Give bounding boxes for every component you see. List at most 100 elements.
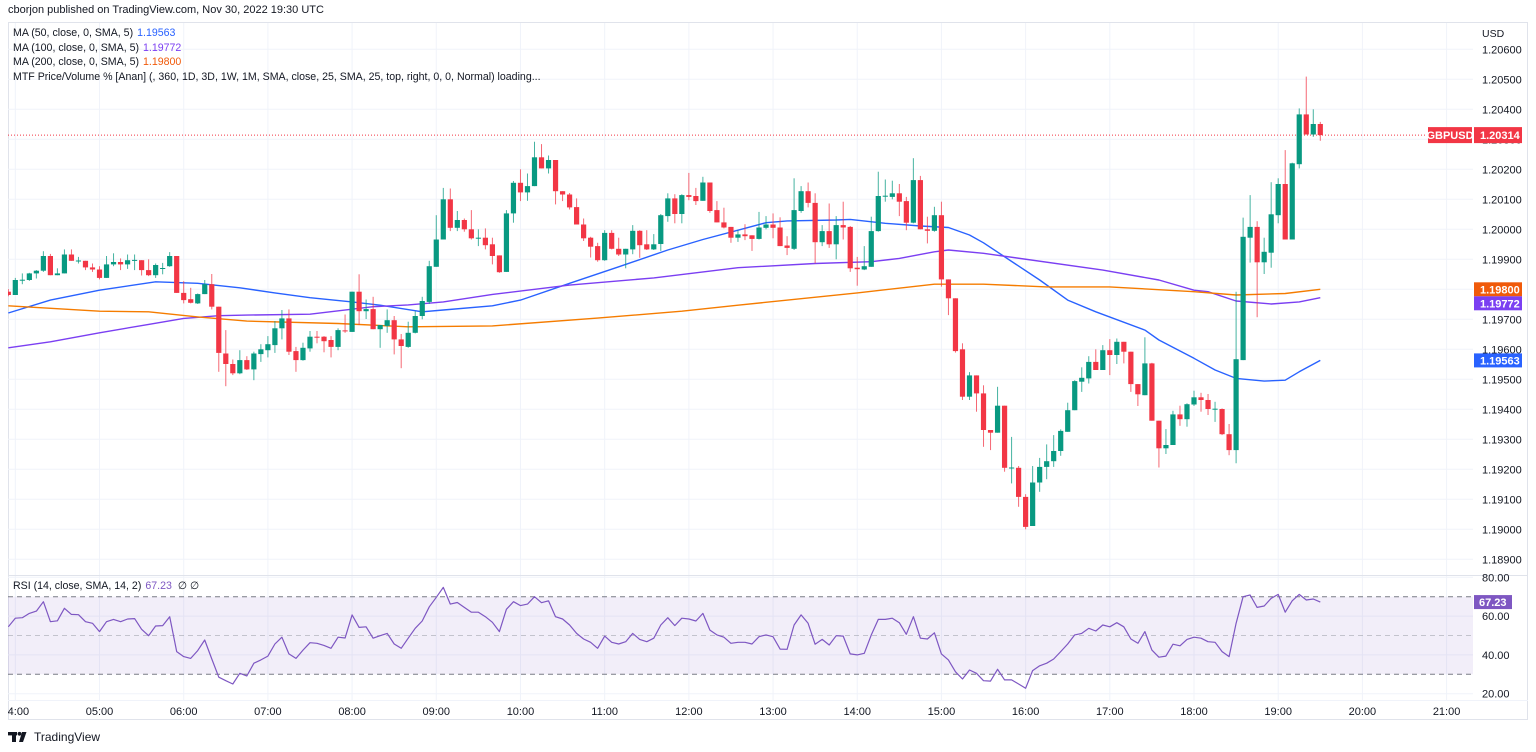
candle-body [1163,445,1169,449]
candle-up [503,210,510,272]
rsi-legend[interactable]: RSI (14, close, SMA, 14, 2) 67.23 ∅ ∅ [13,580,199,592]
candle-body [749,235,755,239]
candle-body [1121,341,1127,352]
candle-body [637,230,643,246]
time-tick-label: 04:00 [2,706,30,718]
candle-up [131,254,138,271]
candle-down [47,253,53,276]
candle-body [202,284,208,295]
candle-up [1086,356,1092,384]
rsi-tick-label: 60.00 [1482,611,1510,623]
candle-body [398,339,404,346]
candle-down [980,385,987,447]
candle-body [987,430,994,433]
candle-up [651,234,657,250]
candle-up [1030,466,1036,526]
legend-ma200[interactable]: MA (200, close, 0, SMA, 5) 1.19800 [13,55,541,70]
candle-body [1079,377,1085,382]
candle-up [763,216,769,230]
candle-down [89,263,96,272]
time-tick-label: 09:00 [423,706,451,718]
legend-mtf[interactable]: MTF Price/Volume % [Anan] (, 360, 1D, 3D… [13,70,541,85]
candle-down [482,228,488,250]
candle-down [209,274,215,310]
time-tick-label: 17:00 [1096,706,1124,718]
price-axis-currency: USD [1482,28,1505,40]
indicator-legend: MA (50, close, 0, SMA, 5) 1.19563 MA (100… [13,26,541,84]
legend-ma100[interactable]: MA (100, close, 0, SMA, 5) 1.19772 [13,41,541,56]
candle-body [265,344,271,351]
candle-down [945,279,952,316]
legend-ma50[interactable]: MA (50, close, 0, SMA, 5) 1.19563 [13,26,541,41]
candle-body [945,279,952,299]
candle-up [1310,109,1316,137]
rsi-tick-label: 20.00 [1482,689,1510,701]
candle-body [693,196,699,202]
candle-up [1247,195,1253,263]
candle-down [812,193,818,264]
candle-down [1226,424,1232,456]
candle-body [931,215,938,231]
candle-body [447,199,453,228]
candle-body [307,336,313,349]
price-tick-label: 1.19700 [1482,314,1522,326]
price-axis[interactable]: USD1.206001.205001.204001.203001.202001.… [1482,28,1522,566]
tradingview-branding[interactable]: TradingView [8,729,100,745]
ma100-badge-value: 1.19772 [1480,298,1520,310]
ma100-badge-bg [1474,296,1522,311]
candle-body [216,306,222,353]
candle-body [363,309,369,312]
candle-down [1121,341,1127,364]
candle-up [384,309,390,333]
candle-body [1044,461,1050,467]
candle-up [251,351,257,381]
candle-body [651,244,657,250]
price-tick-label: 1.20100 [1482,194,1522,206]
candle-body [854,267,860,270]
candle-up [419,296,425,320]
candle-down [517,169,524,202]
candle-body [433,239,439,267]
time-tick-label: 16:00 [1012,706,1040,718]
candle-down [223,330,229,387]
candle-body [517,182,524,193]
candle-body [1275,184,1281,216]
candle-up [735,230,741,242]
candle-down [721,207,727,229]
price-tick-label: 1.18900 [1482,554,1522,566]
time-tick-label: 06:00 [170,706,198,718]
candle-down [749,235,755,251]
rsi-tick-label: 80.00 [1482,572,1510,584]
candle-up [833,216,839,260]
legend-ma50-value: 1.19563 [137,27,176,39]
tradingview-logo-icon [8,731,27,742]
candle-body [805,191,811,203]
price-badges: 1.19800 1.19772 1.19563 GBPUSD 1.20314 67.23 [1426,127,1522,610]
candlestick-series[interactable] [6,76,1323,530]
candle-down [174,256,180,293]
time-axis[interactable]: 04:00 05:00 06:00 07:00 08:00 09:00 10:00 11:00… [2,706,1461,718]
candle-body [405,332,411,347]
candle-up [454,211,460,232]
candle-body [896,193,902,202]
candle-body [1093,361,1099,370]
candle-body [146,270,152,276]
candle-body [966,375,973,397]
candle-body [167,256,173,267]
candle-body [1030,482,1036,526]
candle-body [672,198,678,214]
candle-body [272,328,278,346]
rsi-axis[interactable]: 80.00 60.00 40.00 20.00 [1482,572,1510,700]
candle-down [588,236,594,258]
candle-body [54,273,61,276]
candle-body [552,160,559,192]
rsi-tick-label: 40.00 [1482,650,1510,662]
candle-up [1212,401,1218,422]
candle-down [146,259,152,277]
candle-down [714,201,720,223]
candle-body [602,232,608,261]
candle-down [188,287,194,304]
time-tick-label: 14:00 [843,706,871,718]
candle-body [742,234,748,237]
